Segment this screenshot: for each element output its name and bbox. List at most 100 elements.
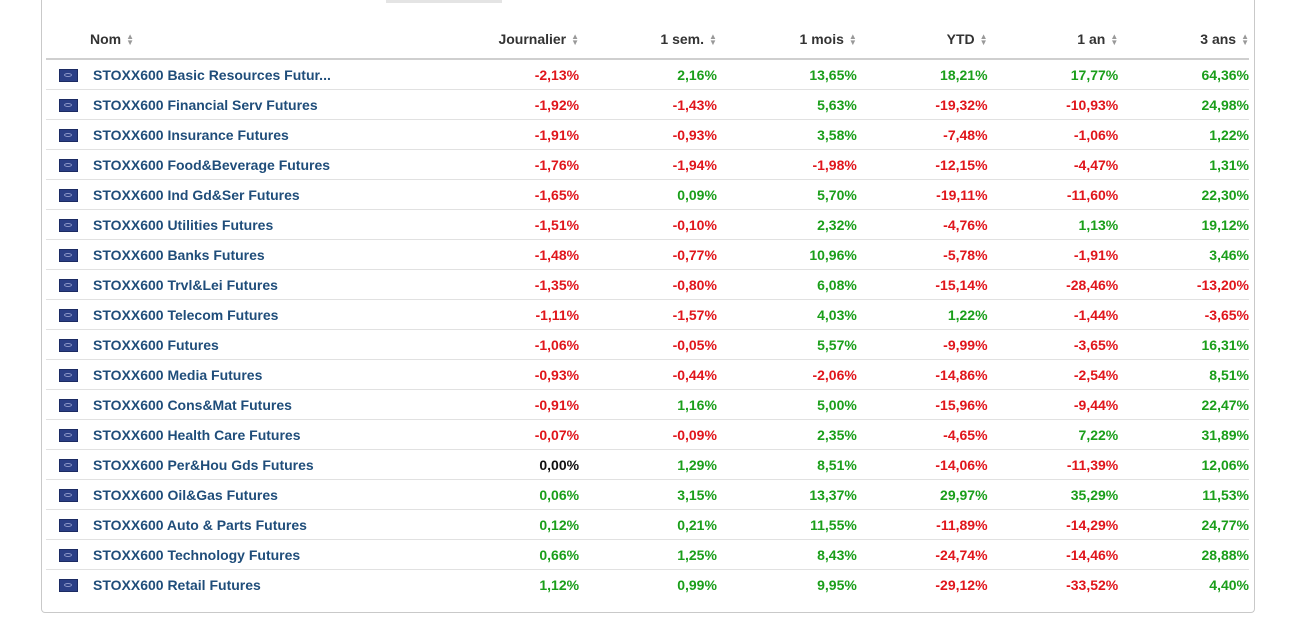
table-row[interactable]: STOXX600 Ind Gd&Ser Futures -1,65% 0,09% 5,… [46, 179, 1249, 210]
instrument-cell: STOXX600 Insurance Futures [46, 119, 353, 150]
change-cell: 3,15% [579, 479, 717, 510]
instrument-cell: STOXX600 Media Futures [46, 359, 353, 390]
change-cell: -11,89% [856, 509, 988, 540]
table-row[interactable]: STOXX600 Per&Hou Gds Futures 0,00% 1,29% 8,… [46, 449, 1249, 480]
instrument-link[interactable]: STOXX600 Futures [93, 337, 219, 354]
change-cell: -15,14% [856, 269, 988, 300]
column-header-3-ans[interactable]: 3 ans ▲ ▼ [1118, 20, 1249, 60]
change-cell: 0,99% [677, 576, 717, 593]
change-cell: -0,05% [579, 329, 717, 360]
column-header-nom[interactable]: Nom ▲ ▼ [46, 20, 353, 60]
column-header-ytd[interactable]: YTD ▲ ▼ [856, 20, 988, 60]
instrument-link[interactable]: STOXX600 Per&Hou Gds Futures [93, 457, 314, 474]
column-header-1-sem[interactable]: 1 sem. ▲ ▼ [579, 20, 717, 60]
change-cell: 24,77% [1118, 509, 1249, 540]
table-row[interactable]: STOXX600 Futures -1,06% -0,05% 5,57% -9,99% -… [46, 329, 1249, 360]
change-cell: 17,77% [987, 59, 1119, 90]
instrument-link[interactable]: STOXX600 Financial Serv Futures [93, 97, 318, 114]
change-cell: 1,16% [579, 389, 717, 420]
change-cell: -1,43% [579, 89, 717, 120]
table-row[interactable]: STOXX600 Auto & Parts Futures 0,12% 0,21% 1… [46, 509, 1249, 540]
instrument-link[interactable]: STOXX600 Retail Futures [93, 577, 261, 594]
table-row[interactable]: STOXX600 Utilities Futures -1,51% -0,10% 2,… [46, 209, 1249, 240]
change-cell: 31,89% [1118, 419, 1249, 450]
change-cell: 9,95% [817, 576, 857, 593]
performance-table: Nom ▲ ▼ Journalier ▲ ▼ 1 sem. ▲ ▼ 1 mois ▲ ▼ YTD… [46, 20, 1249, 599]
change-cell: -28,46% [987, 269, 1119, 300]
instrument-link[interactable]: STOXX600 Auto & Parts Futures [93, 517, 307, 534]
change-cell: -1,06% [987, 119, 1119, 150]
instrument-link[interactable]: STOXX600 Banks Futures [93, 247, 265, 264]
change-cell: 2,32% [716, 209, 857, 240]
change-cell: 7,22% [987, 419, 1119, 450]
table-row[interactable]: STOXX600 Financial Serv Futures -1,92% -1,… [46, 89, 1249, 120]
eu-flag-icon [59, 128, 78, 142]
instrument-link[interactable]: STOXX600 Telecom Futures [93, 307, 279, 324]
instrument-link[interactable]: STOXX600 Food&Beverage Futures [93, 157, 331, 174]
instrument-link[interactable]: STOXX600 Utilities Futures [93, 217, 274, 234]
change-cell: -5,78% [856, 239, 988, 270]
change-cell: -1,44% [987, 299, 1119, 330]
change-cell: -7,48% [856, 119, 988, 150]
table-row[interactable]: STOXX600 Technology Futures 0,66% 1,25% 8,4… [46, 539, 1249, 570]
change-cell: 8,51% [1118, 359, 1249, 390]
sort-icon: ▲ ▼ [709, 32, 717, 48]
column-header-journalier[interactable]: Journalier ▲ ▼ [352, 20, 580, 60]
table-row[interactable]: STOXX600 Telecom Futures -1,11% -1,57% 4,03… [46, 299, 1249, 330]
column-header-label: 3 ans [1200, 31, 1237, 47]
table-row[interactable]: STOXX600 Trvl&Lei Futures -1,35% -0,80% 6,0… [46, 269, 1249, 300]
column-header-1-mois[interactable]: 1 mois ▲ ▼ [716, 20, 857, 60]
instrument-link[interactable]: STOXX600 Health Care Futures [93, 427, 301, 444]
change-cell: 19,12% [1118, 209, 1249, 240]
change-cell: 5,63% [716, 89, 857, 120]
instrument-cell: STOXX600 Per&Hou Gds Futures [46, 449, 353, 480]
top-tab-indicator [386, 0, 502, 3]
change-cell: -12,15% [856, 149, 988, 180]
change-cell: 12,06% [1118, 449, 1249, 480]
change-cell: 5,00% [716, 389, 857, 420]
table-row[interactable]: STOXX600 Cons&Mat Futures -0,91% 1,16% 5,00… [46, 389, 1249, 420]
instrument-cell: STOXX600 Ind Gd&Ser Futures [46, 179, 353, 210]
change-cell: 28,88% [1118, 539, 1249, 570]
instrument-link[interactable]: STOXX600 Trvl&Lei Futures [93, 277, 278, 294]
eu-flag-icon [59, 308, 78, 322]
instrument-link[interactable]: STOXX600 Media Futures [93, 367, 263, 384]
change-cell: 3,58% [716, 119, 857, 150]
change-cell: -0,07% [352, 419, 580, 450]
table-row[interactable]: STOXX600 Banks Futures -1,48% -0,77% 10,96%… [46, 239, 1249, 270]
change-cell: -0,93% [579, 119, 717, 150]
change-cell: -1,91% [352, 119, 580, 150]
table-row[interactable]: STOXX600 Health Care Futures -0,07% -0,09%… [46, 419, 1249, 450]
change-cell: 1,22% [856, 299, 988, 330]
change-cell: -1,51% [352, 209, 580, 240]
eu-flag-icon [59, 428, 78, 442]
instrument-link[interactable]: STOXX600 Technology Futures [93, 547, 301, 564]
eu-flag-icon [59, 488, 78, 502]
change-cell: 64,36% [1118, 59, 1249, 90]
change-cell: -19,32% [856, 89, 988, 120]
change-cell: 0,12% [352, 509, 580, 540]
sort-icon: ▲ ▼ [1241, 32, 1249, 48]
change-cell: -14,29% [987, 509, 1119, 540]
change-cell: 10,96% [716, 239, 857, 270]
instrument-link[interactable]: STOXX600 Basic Resources Futur... [93, 67, 331, 84]
instrument-cell: STOXX600 Food&Beverage Futures [46, 149, 353, 180]
table-row[interactable]: STOXX600 Oil&Gas Futures 0,06% 3,15% 13,37%… [46, 479, 1249, 510]
instrument-link[interactable]: STOXX600 Oil&Gas Futures [93, 487, 278, 504]
change-cell: 1,25% [579, 539, 717, 570]
instrument-link[interactable]: STOXX600 Cons&Mat Futures [93, 397, 292, 414]
instrument-link[interactable]: STOXX600 Insurance Futures [93, 127, 289, 144]
sort-icon: ▲ ▼ [979, 32, 988, 48]
change-cell: 2,35% [716, 419, 857, 450]
table-row[interactable]: STOXX600 Media Futures -0,93% -0,44% -2,06%… [46, 359, 1249, 390]
change-cell: 18,21% [856, 59, 988, 90]
table-row[interactable]: STOXX600 Food&Beverage Futures -1,76% -1,9… [46, 149, 1249, 180]
instrument-cell: STOXX600 Cons&Mat Futures [46, 389, 353, 420]
instrument-link[interactable]: STOXX600 Ind Gd&Ser Futures [93, 187, 300, 204]
column-header-1-an[interactable]: 1 an ▲ ▼ [987, 20, 1119, 60]
change-cell: -0,09% [579, 419, 717, 450]
table-row[interactable]: STOXX600 Insurance Futures -1,91% -0,93% 3,… [46, 119, 1249, 150]
change-cell: 22,47% [1118, 389, 1249, 420]
table-row[interactable]: STOXX600 Basic Resources Futur... -2,13% 2… [46, 59, 1249, 90]
table-row[interactable]: STOXX600 Retail Futures 1,12% 0,99% 9,95% -2… [46, 570, 1249, 600]
